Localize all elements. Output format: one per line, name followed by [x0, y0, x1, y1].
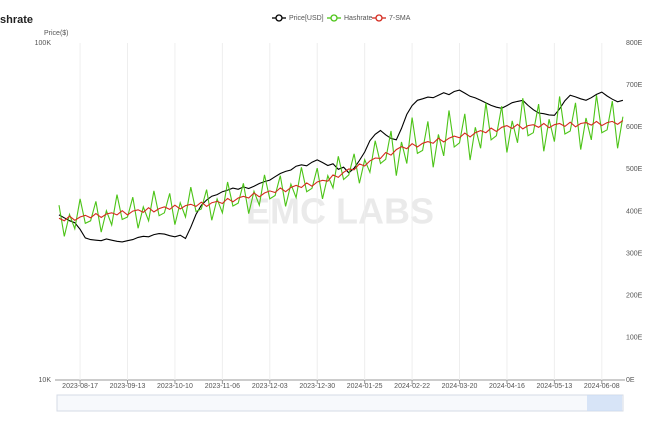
watermark: EMC LABS — [246, 191, 434, 232]
y2-tick-label: 500E — [626, 166, 643, 173]
legend-label: Price[USD] — [289, 15, 324, 22]
x-tick-label: 2023-09-13 — [110, 383, 146, 390]
x-tick-label: 2023-10-10 — [157, 383, 193, 390]
y2-tick-label: 200E — [626, 293, 643, 300]
x-tick-label: 2024-04-16 — [489, 383, 525, 390]
x-tick-label: 2024-06-08 — [584, 383, 620, 390]
chart-title: shrate — [0, 14, 33, 26]
series-line — [58, 95, 624, 237]
legend-label: 7-SMA — [389, 15, 411, 22]
legend-label: Hashrate — [344, 15, 373, 22]
legend-marker — [330, 14, 338, 22]
x-tick-label: 2024-03-20 — [442, 383, 478, 390]
series-line — [58, 120, 624, 222]
y2-tick-label: 100E — [626, 335, 643, 342]
x-tick-label: 2023-12-03 — [252, 383, 288, 390]
x-tick-label: 2023-11-06 — [205, 383, 240, 390]
y-tick-label: 10K — [39, 377, 52, 384]
zoom-slider[interactable] — [56, 394, 624, 412]
y-tick-label: 100K — [35, 40, 52, 47]
x-tick-label: 2024-01-25 — [347, 383, 383, 390]
y2-tick-label: 800E — [626, 40, 643, 47]
x-tick-label: 2024-02-22 — [394, 383, 430, 390]
legend-marker — [375, 14, 383, 22]
y2-tick-label: 300E — [626, 250, 643, 257]
y2-tick-label: 700E — [626, 82, 643, 89]
x-tick-label: 2023-12-30 — [299, 383, 335, 390]
y2-tick-label: 0E — [626, 377, 635, 384]
y2-tick-label: 400E — [626, 208, 643, 215]
x-tick-label: 2024-05-13 — [536, 383, 572, 390]
x-tick-label: 2023-08-17 — [62, 383, 98, 390]
legend-marker — [275, 14, 283, 22]
y2-tick-label: 600E — [626, 124, 643, 131]
zoom-window[interactable] — [587, 395, 622, 411]
y-axis-label: Price($) — [44, 30, 69, 37]
